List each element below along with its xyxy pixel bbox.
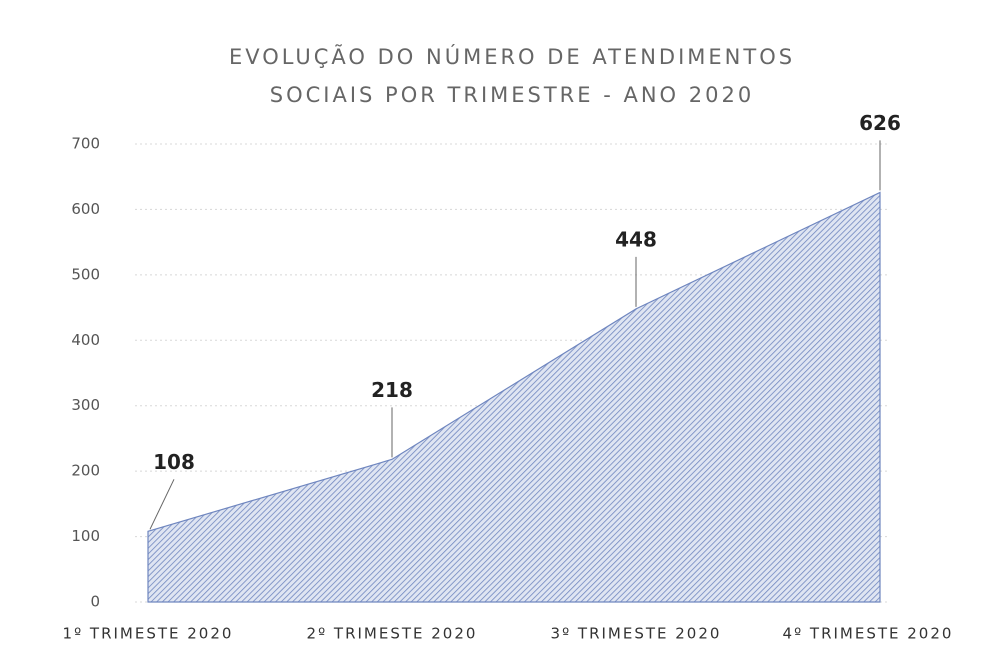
y-tick-label: 100	[71, 527, 100, 545]
x-tick-label: 2º TRIMESTE 2020	[307, 625, 478, 643]
chart-title: EVOLUÇÃO DO NÚMERO DE ATENDIMENTOS	[229, 43, 795, 69]
y-tick-label: 300	[71, 396, 100, 414]
x-tick-label: 3º TRIMESTE 2020	[551, 625, 722, 643]
data-label: 626	[859, 111, 901, 135]
y-tick-label: 500	[71, 265, 100, 283]
data-label: 448	[615, 227, 657, 251]
y-tick-label: 700	[71, 135, 100, 153]
y-tick-label: 600	[71, 200, 100, 218]
x-tick-label: 1º TRIMESTE 2020	[63, 625, 234, 643]
chart-title: SOCIAIS POR TRIMESTRE - ANO 2020	[270, 83, 754, 107]
area	[147, 191, 881, 603]
data-label: 218	[371, 378, 413, 402]
leader-line	[149, 479, 175, 530]
x-tick-label: 4º TRIMESTE 2020	[783, 625, 954, 643]
y-tick-label: 200	[71, 462, 100, 480]
y-tick-label: 0	[90, 593, 100, 611]
data-label: 108	[153, 450, 195, 474]
y-tick-label: 400	[71, 331, 100, 349]
